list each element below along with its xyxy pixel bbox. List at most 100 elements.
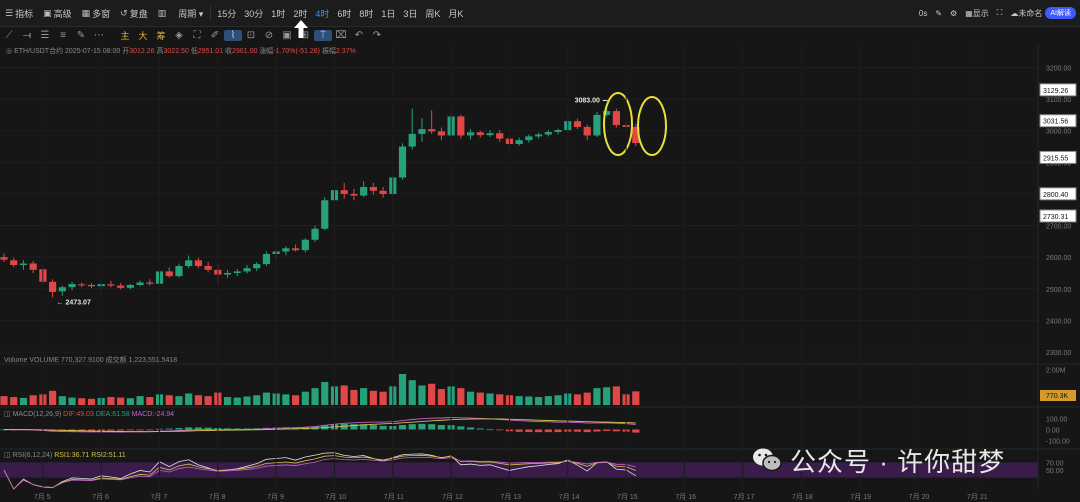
layout-button[interactable]: ☁ 未命名 AI解读 [1006,0,1080,26]
ai-badge[interactable]: AI解读 [1045,7,1076,19]
macd-histogram-bar [466,427,475,430]
symbol-name: ETH/USDT合约 [14,48,64,55]
volume-bar [360,388,368,405]
fib-icon[interactable]: ≡ [60,29,66,41]
macd-histogram-bar [554,429,562,433]
interval-8[interactable]: 3日 [403,8,418,19]
indicator-tool-2[interactable]: 筹 [156,30,166,41]
low-annotation: ← 2473.07 [57,299,91,306]
lock-icon[interactable]: ⛶ [193,29,201,41]
toolbar-item-1[interactable]: ▣ 高级 [38,0,77,26]
time-tick-label: 7月 14 [559,493,580,501]
volume-bar [515,396,523,405]
ruler-icon[interactable]: ✐ [210,29,220,41]
screenshot-icon[interactable]: ⊞ [300,29,310,41]
toolbar-item-label: 周期 ▾ [178,8,204,19]
interval-4[interactable]: 4时 [315,8,330,19]
time-tick-label: 7月 21 [967,493,988,501]
toolbar-item-label: 多窗 [92,8,111,19]
drawing-toolbar: ⟋ ⟞ ☰ ≡ ✎ ⋯ 主大筹 ◈ ⛶ ✐ ⌇ ⊡ ⊘ ▣ ⊞ ⍑ ⌧ ↶ ↷ [0,27,1080,43]
price-tag-box [1039,187,1077,201]
toolbar-item-3[interactable]: ↺ 复盘 [115,0,153,26]
macd-histogram-bar [185,427,193,430]
toolbar-item-5[interactable]: 周期 ▾ [173,0,208,26]
candle-body [175,266,183,277]
candle-body [49,281,57,292]
horizontal-line-icon[interactable]: ⟞ [22,29,32,41]
pin-icon[interactable]: ⍑ [314,29,332,41]
candle-body [117,285,125,288]
template-icon: ▣ [43,7,52,18]
rsi1-value: RSI1:36.71 [54,452,90,459]
macd-histogram-bar [282,427,290,430]
trendline-icon[interactable]: ⟋ [5,29,13,41]
volume-bar [437,389,445,405]
candle-body [68,284,76,288]
fullscreen-icon[interactable]: ⛶ [996,8,1003,17]
rsi2-line [3,454,636,490]
volume-bar [29,395,37,405]
toolbar-item-4[interactable]: ▥ [153,0,174,26]
macd-histogram-bar [204,427,212,430]
interval-9[interactable]: 周K [425,8,441,19]
brush-icon[interactable]: ✎ [76,29,86,41]
toolbar-item-label: 高级 [53,8,72,19]
macd-histogram-bar [408,424,416,430]
time-tick-label: 7月 7 [151,493,168,501]
volume-bar [243,396,251,405]
interval-1[interactable]: 30分 [244,8,264,19]
volume-bar [165,395,173,405]
volume-bar [593,388,601,405]
more-icon[interactable]: ⋯ [94,29,104,41]
amplitude-label: 振幅 [321,48,336,55]
interval-3[interactable]: 2时 [293,8,308,19]
toolbar-item-0[interactable]: ☰ 指标 [0,0,38,26]
time-tick-label: 7月 13 [500,493,521,501]
multi-chart-icon: ▦ [81,7,91,18]
interval-0[interactable]: 15分 [217,8,237,19]
candle-body [292,248,300,251]
macd-histogram-bar [583,429,591,433]
price-tick-label: 2300.00 [1046,350,1071,357]
indicator-tool-0[interactable]: 主 [120,30,130,41]
undo-icon[interactable]: ↶ [354,29,364,41]
time-tick-label: 7月 15 [617,493,638,501]
redo-icon[interactable]: ↷ [372,29,382,41]
trash-icon[interactable]: ⌧ [335,29,347,41]
volume-tag-box [1040,390,1076,401]
indicator-tool-1[interactable]: 大 [138,30,148,41]
volume-bar [398,373,407,405]
replay-speed[interactable]: 0s [918,8,928,18]
candle-body [515,140,523,144]
macd-histogram-bar [612,429,620,432]
interval-5[interactable]: 6时 [337,8,352,19]
volume-bar [204,396,212,405]
toolbar-item-2[interactable]: ▦ 多窗 [77,0,116,26]
magnet-icon[interactable]: ◈ [175,29,183,41]
edit-icon[interactable]: ✎ [935,8,943,18]
measure-icon[interactable]: ⌇ [224,29,242,41]
candle-body [19,263,28,266]
price-tag-label: 2915.55 [1043,155,1068,162]
volume-bar [544,396,552,405]
interval-6[interactable]: 8时 [359,8,374,19]
time-tick-label: 7月 5 [34,493,51,501]
chart-type-icon: ▥ [157,7,167,18]
text-icon[interactable]: ⊡ [246,29,256,41]
channel-icon[interactable]: ☰ [40,29,50,41]
volume-bar [282,394,290,405]
candle-body [223,272,232,275]
macd-histogram-bar [360,424,368,430]
settings-icon[interactable]: ⚙ [950,8,958,18]
display-button[interactable]: ▦ 显示 [965,8,989,18]
delete-icon[interactable]: ⊘ [264,29,274,41]
price-tag-label: 2730.31 [1043,214,1068,221]
note-icon[interactable]: ▣ [282,29,292,41]
macd-histogram-bar [573,429,582,432]
interval-7[interactable]: 1日 [381,8,396,19]
volume-bar [58,396,66,405]
candle-body [496,133,504,139]
interval-10[interactable]: 月K [448,8,464,19]
interval-2[interactable]: 1时 [271,8,286,19]
